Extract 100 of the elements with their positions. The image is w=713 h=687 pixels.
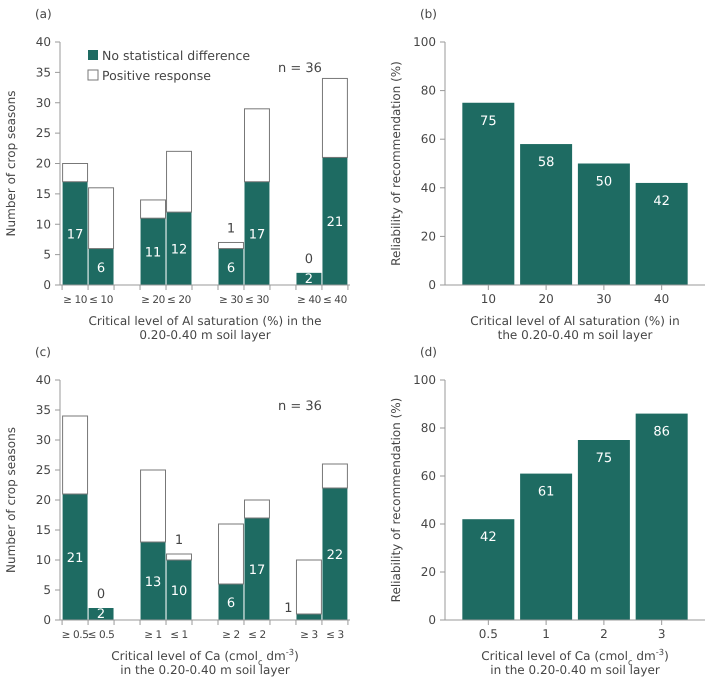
bar (62, 163, 88, 182)
y-tick-label: 40 (420, 517, 436, 531)
data-label: 6 (226, 596, 236, 611)
x-tick-label: 3 (658, 627, 666, 641)
x-tick-label: 10 (480, 292, 496, 306)
y-tick-label: 5 (43, 583, 51, 597)
y-tick-label: 25 (36, 126, 51, 140)
bar (88, 187, 114, 250)
x-tick-label: 40 (654, 292, 670, 306)
bar (140, 470, 166, 542)
y-tick-label: 0 (428, 278, 436, 292)
data-label: 0 (304, 252, 314, 267)
data-label: 1 (284, 601, 292, 616)
y-tick-label: 15 (36, 186, 51, 201)
data-label: 22 (326, 548, 344, 563)
y-axis-title: Reliability of recommendation (%) (389, 61, 403, 266)
x-tick-label: ≤ 1 (170, 629, 188, 641)
data-label: 1 (226, 221, 236, 236)
chart-title: (d) (420, 345, 437, 359)
data-label: 21 (326, 215, 344, 230)
y-tick-label: 100 (413, 35, 436, 49)
y-tick-label: 40 (36, 373, 51, 387)
data-label: 17 (248, 563, 266, 578)
bar (520, 144, 572, 285)
bar (520, 474, 572, 620)
bar (578, 440, 630, 620)
data-label: 10 (170, 584, 188, 599)
bar (296, 560, 322, 614)
y-tick-label: 80 (420, 421, 436, 435)
annotation: n = 36 (278, 399, 322, 414)
bar (636, 182, 688, 285)
data-label: 6 (226, 260, 236, 276)
x-tick-label: ≥ 10 (63, 294, 88, 306)
x-tick-label: ≤ 30 (245, 294, 269, 306)
annotation: n = 36 (278, 61, 322, 76)
x-axis-title: Critical level of Ca (cmol$_{c}$ dm$^{-3}$) in the 0.20-0.40 m soil layer (111, 647, 299, 677)
x-tick-label: ≤ 20 (167, 294, 191, 306)
data-label: 86 (653, 424, 670, 440)
data-label: 0 (96, 587, 106, 602)
y-tick-label: 30 (36, 96, 51, 110)
data-label: 75 (480, 114, 497, 129)
x-tick-label: ≥ 40 (296, 294, 321, 306)
y-tick-label: 20 (36, 156, 51, 170)
y-tick-label: 10 (36, 553, 51, 567)
x-tick-label: 2 (600, 627, 608, 641)
bar (244, 500, 270, 518)
data-label: 58 (538, 155, 554, 170)
x-tick-label: ≤ 10 (89, 294, 114, 306)
bar (218, 524, 244, 584)
y-tick-label: 20 (420, 565, 436, 579)
y-tick-label: 0 (428, 613, 436, 627)
y-tick-label: 35 (36, 65, 51, 80)
y-tick-label: 10 (36, 217, 51, 232)
x-tick-label: ≤ 3 (326, 629, 344, 641)
y-tick-label: 0 (43, 613, 51, 627)
x-tick-label: ≥ 3 (300, 629, 318, 641)
chart-title: (a) (35, 7, 52, 21)
data-label: 17 (248, 227, 266, 242)
y-tick-label: 60 (420, 469, 436, 483)
legend-label: Positive response (102, 68, 212, 83)
x-tick-label: ≤ 2 (248, 629, 266, 641)
x-axis-title: Critical level of Al saturation (%) in the 0.20-0.40 m soil layer (88, 314, 322, 342)
x-tick-label: ≥ 1 (144, 629, 162, 641)
data-label: 6 (96, 260, 106, 276)
data-label: 1 (174, 533, 184, 548)
y-axis-title: Reliability of recommendation (%) (389, 398, 403, 602)
data-label: 12 (170, 242, 188, 258)
y-tick-label: 20 (36, 493, 51, 507)
x-tick-label: 0.5 (478, 627, 498, 641)
y-tick-label: 30 (36, 433, 51, 447)
y-axis-title: Number of crop seasons (4, 90, 18, 236)
bar (462, 519, 514, 620)
y-tick-label: 60 (420, 132, 436, 146)
x-tick-label: ≥ 0.5 (62, 629, 88, 641)
y-tick-label: 0 (43, 278, 51, 292)
y-tick-label: 40 (36, 35, 51, 49)
data-label: 2 (96, 607, 106, 622)
x-axis-title: Critical level of Ca (cmol$_{c}$ dm$^{-3}$) in the 0.20-0.40 m soil layer (481, 647, 669, 677)
x-tick-label: ≤ 0.5 (88, 629, 114, 641)
bar (322, 464, 348, 488)
y-tick-label: 15 (36, 523, 51, 537)
bar (578, 164, 630, 285)
bar (244, 108, 270, 182)
x-tick-label: 20 (538, 292, 554, 306)
bar (218, 242, 244, 250)
y-tick-label: 40 (420, 180, 436, 195)
chart-title: (b) (420, 7, 437, 21)
x-tick-label: ≥ 2 (222, 629, 240, 641)
data-label: 50 (596, 174, 612, 190)
y-tick-label: 25 (36, 463, 51, 477)
data-label: 61 (538, 484, 554, 500)
legend-label: No statistical difference (102, 48, 250, 63)
x-tick-label: 30 (596, 292, 612, 306)
x-tick-label: ≥ 20 (141, 294, 165, 306)
y-tick-label: 5 (43, 248, 51, 262)
data-label: 11 (144, 246, 162, 261)
bar (62, 416, 88, 494)
data-label: 42 (480, 530, 497, 546)
bar (322, 78, 348, 158)
y-tick-label: 35 (36, 403, 51, 417)
